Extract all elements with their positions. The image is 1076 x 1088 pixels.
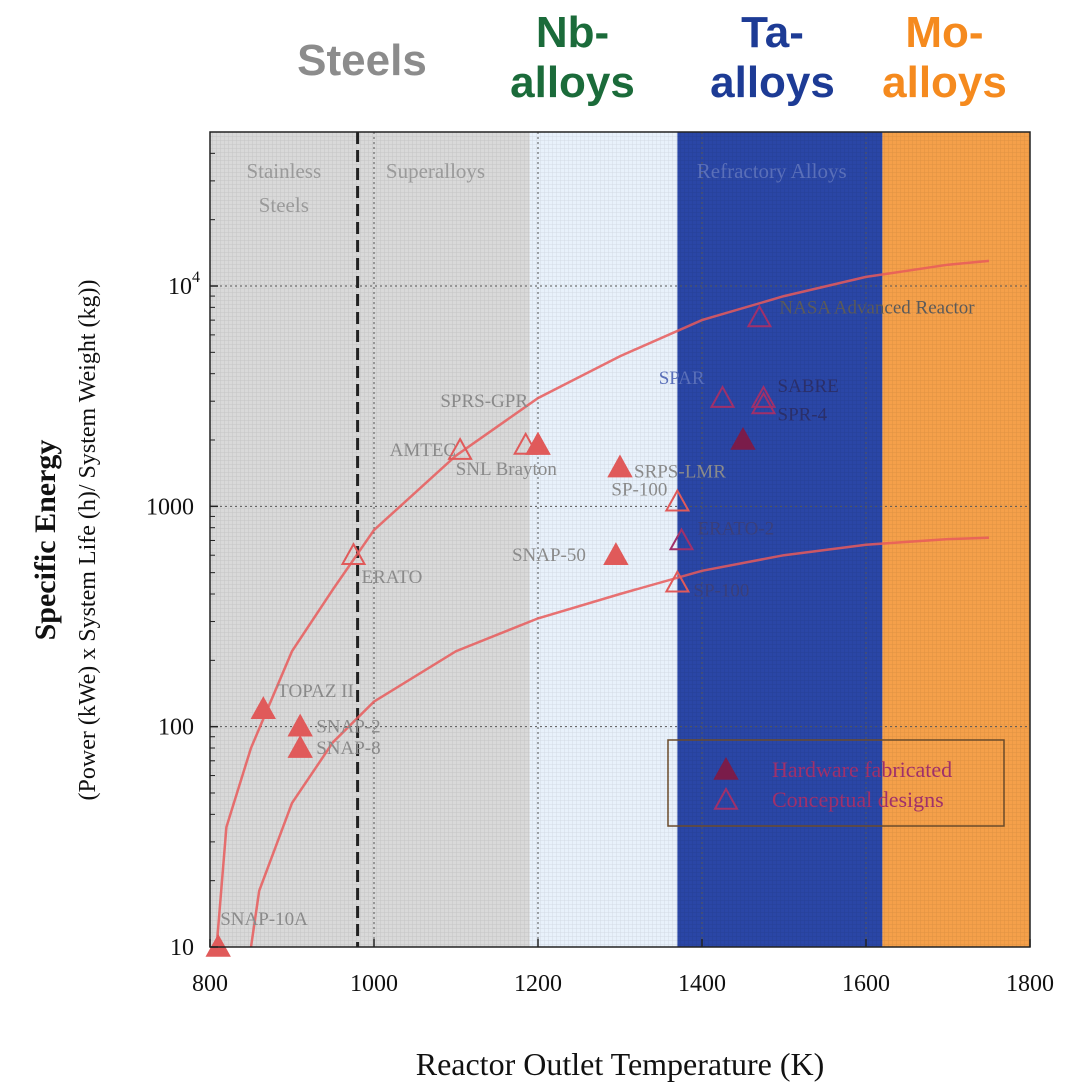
conceptual-point-label-7: SPAR [659,368,705,389]
hardware-point-label-0: SNAP-10A [220,909,308,930]
legend-conceptual-label: Conceptual designs [772,787,944,812]
ta-alloys-header-line-1: Ta- [741,8,804,57]
hardware-point-label-2: SNAP-2 [316,717,380,738]
hardware-marker-7 [730,426,756,450]
conceptual-marker-4 [664,488,691,512]
x-tick-label-3: 1400 [678,971,726,997]
y-tick-label-1: 100 [158,715,194,741]
y-tick-label-exponent: 4 [192,269,200,286]
conceptual-point-label-2: SNL Brayton [456,459,558,480]
mo-alloys-header: Mo- alloys [862,8,1027,108]
y-tick-label-base: 10 [168,274,192,300]
y-tick-label-0: 10 [170,935,194,961]
y-tick-label-2: 1000 [146,494,194,520]
region-label-2-line-0: Refractory Alloys [697,159,847,183]
x-axis-label: Reactor Outlet Temperature (K) [416,1046,825,1082]
y-tick-label-3: 104 [168,269,200,300]
x-tick-label-5: 1800 [1006,971,1054,997]
trend-curve-0 [215,259,990,947]
conceptual-point-label-6: SP-100 [693,581,749,602]
conceptual-point-label-10: NASA Advanced Reactor [779,297,975,318]
mo-alloys-header-line-1: Mo- [905,8,984,57]
ta-alloys-header: Ta- alloys [690,8,855,108]
conceptual-point-label-8: SABRE [778,376,839,397]
trend-curve-1 [249,536,990,947]
y-axis-label-main: Specific Energy [29,440,62,641]
conceptual-marker-8 [750,385,777,408]
conceptual-marker-1 [447,437,473,460]
nb-alloys-header-line-2: alloys [510,58,635,107]
conceptual-marker-10 [746,304,773,328]
conceptual-marker-9 [750,391,777,415]
conceptual-marker-0 [340,542,367,566]
conceptual-marker-3 [525,431,551,455]
x-tick-label-0: 800 [192,971,228,997]
legend-hardware-label: Hardware fabricated [772,757,952,782]
hardware-point-label-1: TOPAZ II [277,681,354,702]
legend-box [667,739,1005,827]
conceptual-marker-6 [664,569,691,593]
fine-grid-texture [210,132,1030,947]
conceptual-marker-2 [513,431,539,455]
conceptual-point-label-0: ERATO [362,567,423,588]
mo-alloys-header-line-2: alloys [882,58,1007,107]
region-label-0-line-1: Steels [259,193,309,217]
conceptual-point-label-9: SPR-4 [778,404,828,425]
hardware-marker-5 [607,454,633,478]
hardware-marker-1 [250,696,276,720]
x-tick-label-4: 1600 [842,971,890,997]
conceptual-marker-5 [668,527,695,551]
y-axis-label-sub: (Power (kWe) x System Life (h)/ System W… [75,280,101,801]
ta-alloys-header-line-2: alloys [710,58,835,107]
hardware-marker-4 [603,542,629,566]
hardware-marker-3 [287,734,313,758]
legend-hardware-marker [713,756,739,780]
hardware-point-label-4: SNAP-50 [512,545,586,566]
conceptual-point-label-5: ERATO-2 [698,518,775,539]
nb-alloys-header: Nb- alloys [490,8,655,108]
x-tick-label-1: 1000 [350,971,398,997]
legend-conceptual-marker [713,786,739,810]
region-label-1-line-0: Superalloys [386,159,485,183]
steels-header: Steels [272,36,452,86]
conceptual-point-label-1: AMTEC [390,440,457,461]
hardware-marker-0 [205,933,231,957]
region-label-0-line-0: Stainless [246,159,321,183]
hardware-point-label-3: SNAP-8 [316,738,380,759]
conceptual-marker-7 [709,385,736,408]
nb-alloys-header-line-1: Nb- [535,8,610,57]
x-tick-label-2: 1200 [514,971,562,997]
conceptual-point-label-4: SP-100 [611,480,667,501]
conceptual-point-label-3: SPRS-GPR [440,391,528,412]
plot-frame [209,131,1031,948]
steels-header-line: Steels [297,36,427,85]
hardware-point-label-5: SRPS-LMR [634,462,726,483]
